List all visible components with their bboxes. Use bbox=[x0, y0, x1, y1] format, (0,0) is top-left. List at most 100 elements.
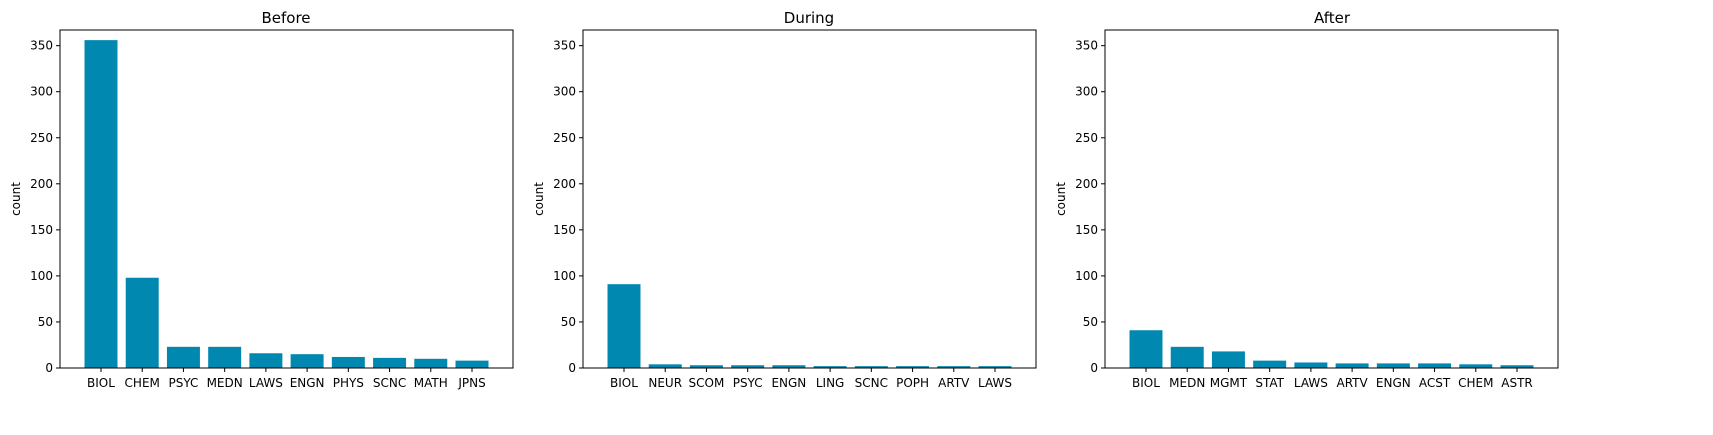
bar-laws bbox=[249, 353, 283, 368]
subplot-before: Before count BIOL CHEM PSYC MEDN LAWS ENGN PHY… bbox=[9, 9, 514, 390]
x-tick-label: PSYC bbox=[733, 376, 763, 390]
y-axis-label: count bbox=[9, 182, 23, 216]
bar-acst bbox=[1418, 363, 1452, 368]
bar-psyc bbox=[731, 365, 765, 368]
bar-artv bbox=[1335, 363, 1369, 368]
bar-astr bbox=[1500, 365, 1534, 368]
y-tick-label: 100 bbox=[553, 269, 576, 283]
x-tick-label: ASTR bbox=[1501, 376, 1533, 390]
y-tick-label: 350 bbox=[1075, 39, 1098, 53]
bar-engn bbox=[290, 354, 324, 368]
x-tick-label: SCOM bbox=[689, 376, 725, 390]
y-tick-label: 50 bbox=[38, 315, 53, 329]
x-tick-label: SCNC bbox=[855, 376, 888, 390]
bar-scom bbox=[689, 365, 723, 368]
bar-biol bbox=[1129, 330, 1163, 368]
y-tick-label: 350 bbox=[30, 39, 53, 53]
subplot-during: During count BIOL NEUR SCOM PSYC ENGN LING SCN… bbox=[532, 9, 1037, 390]
bar-stat bbox=[1253, 360, 1287, 368]
plot-frame bbox=[582, 29, 1037, 369]
bar-engn bbox=[772, 365, 806, 368]
bar-phys bbox=[331, 356, 365, 368]
bar-artv bbox=[937, 366, 971, 368]
x-tick-label: CHEM bbox=[1458, 376, 1493, 390]
bar-neur bbox=[648, 364, 682, 368]
bar-biol bbox=[84, 40, 118, 368]
y-tick-label: 300 bbox=[553, 85, 576, 99]
x-tick-label: BIOL bbox=[87, 376, 115, 390]
chart-title: After bbox=[1314, 9, 1351, 27]
x-tick-label: PHYS bbox=[333, 376, 364, 390]
x-tick-label: CHEM bbox=[125, 376, 160, 390]
bar-poph bbox=[896, 366, 930, 368]
bar-mgmt bbox=[1211, 351, 1245, 368]
y-tick-label: 200 bbox=[553, 177, 576, 191]
x-tick-label: JPNS bbox=[457, 376, 485, 390]
y-tick-label: 200 bbox=[1075, 177, 1098, 191]
y-tick-label: 100 bbox=[1075, 269, 1098, 283]
bar-medn bbox=[1170, 346, 1204, 368]
chart-title: Before bbox=[261, 9, 310, 27]
x-tick-label: PSYC bbox=[168, 376, 198, 390]
bar-laws bbox=[1294, 362, 1328, 368]
bar-scnc bbox=[373, 357, 407, 368]
subplot-after: After count BIOL MEDN MGMT STAT LAWS ARTV ENGN… bbox=[1054, 9, 1559, 390]
x-tick-label: ACST bbox=[1419, 376, 1451, 390]
y-tick-label: 150 bbox=[1075, 223, 1098, 237]
x-tick-label: POPH bbox=[896, 376, 929, 390]
tick-group: BIOL NEUR SCOM PSYC ENGN LING SCNC POPH ARTV LAWS… bbox=[553, 39, 1012, 390]
x-tick-label: LAWS bbox=[1294, 376, 1328, 390]
tick-group: BIOL MEDN MGMT STAT LAWS ARTV ENGN ACST CHEM ASTR… bbox=[1075, 39, 1533, 390]
bar-math bbox=[414, 358, 448, 368]
bar-chem bbox=[125, 277, 159, 368]
bar-ling bbox=[813, 366, 847, 368]
x-tick-label: MGMT bbox=[1210, 376, 1248, 390]
y-tick-label: 200 bbox=[30, 177, 53, 191]
x-tick-label: BIOL bbox=[1132, 376, 1160, 390]
y-tick-label: 0 bbox=[1090, 361, 1098, 375]
bar-group bbox=[607, 284, 1012, 368]
x-tick-label: MATH bbox=[414, 376, 448, 390]
y-tick-label: 250 bbox=[30, 131, 53, 145]
bar-group bbox=[84, 40, 489, 368]
tick-group: BIOL CHEM PSYC MEDN LAWS ENGN PHYS SCNC MATH JPNS… bbox=[30, 39, 486, 390]
x-tick-label: STAT bbox=[1255, 376, 1284, 390]
bar-jpns bbox=[455, 360, 489, 368]
bar-psyc bbox=[166, 346, 200, 368]
y-axis-label: count bbox=[1054, 182, 1068, 216]
bar-laws bbox=[978, 366, 1012, 368]
x-tick-label: ENGN bbox=[1376, 376, 1411, 390]
y-tick-label: 250 bbox=[1075, 131, 1098, 145]
bar-engn bbox=[1376, 363, 1410, 368]
y-tick-label: 300 bbox=[30, 85, 53, 99]
x-tick-label: ARTV bbox=[1337, 376, 1369, 390]
plot-frame bbox=[59, 29, 514, 369]
chart-title: During bbox=[784, 9, 834, 27]
bar-scnc bbox=[854, 366, 888, 368]
bar-medn bbox=[208, 346, 242, 368]
x-tick-label: ENGN bbox=[771, 376, 806, 390]
plot-frame bbox=[1104, 29, 1559, 369]
y-tick-label: 0 bbox=[568, 361, 576, 375]
x-tick-label: SCNC bbox=[373, 376, 406, 390]
y-tick-label: 0 bbox=[45, 361, 53, 375]
x-tick-label: ARTV bbox=[938, 376, 970, 390]
x-tick-label: NEUR bbox=[648, 376, 682, 390]
y-tick-label: 100 bbox=[30, 269, 53, 283]
bar-biol bbox=[607, 284, 641, 368]
y-tick-label: 150 bbox=[30, 223, 53, 237]
y-tick-label: 150 bbox=[553, 223, 576, 237]
x-tick-label: LAWS bbox=[978, 376, 1012, 390]
y-tick-label: 350 bbox=[553, 39, 576, 53]
y-axis-label: count bbox=[532, 182, 546, 216]
x-tick-label: MEDN bbox=[1169, 376, 1205, 390]
y-tick-label: 50 bbox=[561, 315, 576, 329]
x-tick-label: BIOL bbox=[610, 376, 638, 390]
bar-group bbox=[1129, 330, 1534, 368]
x-tick-label: LING bbox=[816, 376, 845, 390]
y-tick-label: 250 bbox=[553, 131, 576, 145]
x-tick-label: LAWS bbox=[249, 376, 283, 390]
x-tick-label: MEDN bbox=[207, 376, 243, 390]
